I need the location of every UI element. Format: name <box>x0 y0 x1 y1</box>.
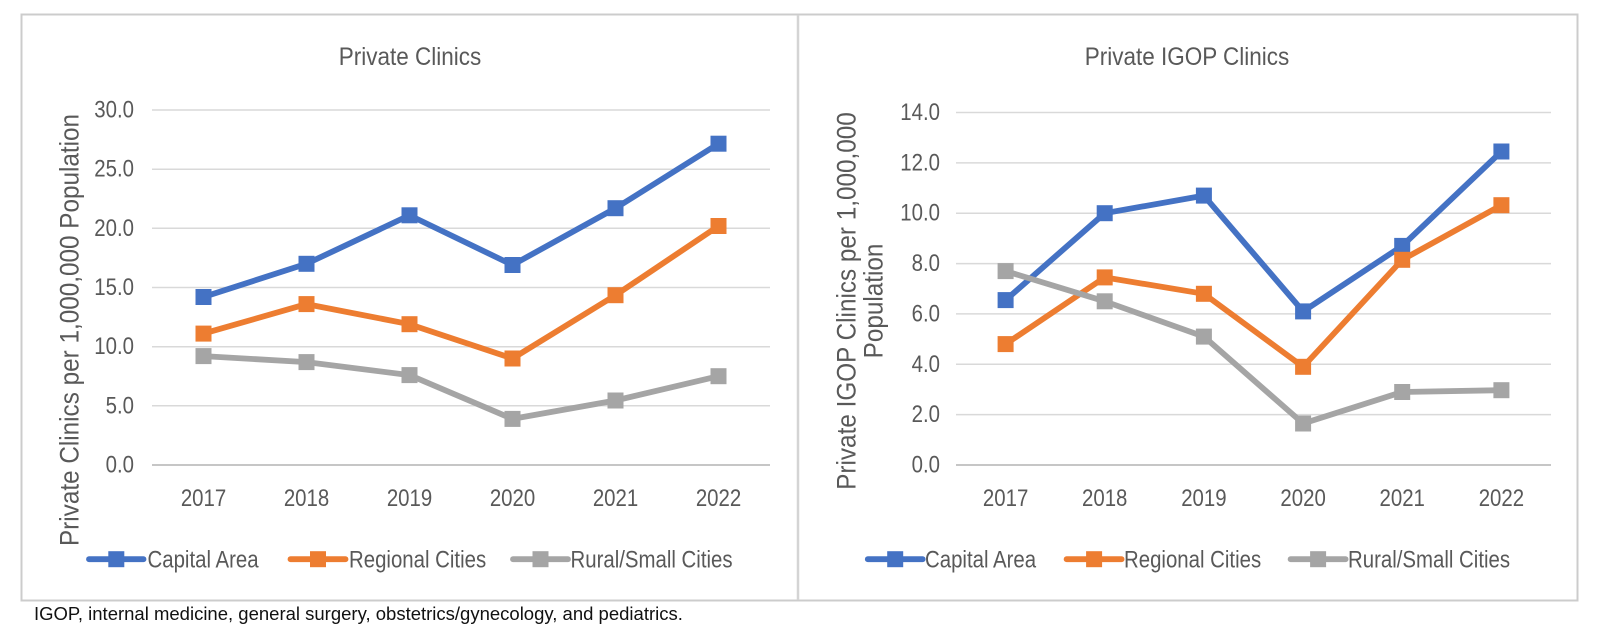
svg-text:8.0: 8.0 <box>912 250 940 277</box>
svg-text:2020: 2020 <box>490 484 535 511</box>
svg-text:30.0: 30.0 <box>94 96 134 123</box>
svg-text:Rural/Small Cities: Rural/Small Cities <box>571 546 733 573</box>
svg-text:10.0: 10.0 <box>94 333 134 360</box>
svg-text:5.0: 5.0 <box>106 392 134 419</box>
svg-text:Capital Area: Capital Area <box>925 546 1037 573</box>
svg-text:Private IGOP Clinics per 1,000: Private IGOP Clinics per 1,000,000 <box>832 112 861 490</box>
svg-text:2017: 2017 <box>181 484 226 511</box>
svg-text:Population: Population <box>859 244 888 359</box>
svg-text:Regional Cities: Regional Cities <box>349 546 486 573</box>
svg-text:6.0: 6.0 <box>912 300 940 327</box>
svg-text:15.0: 15.0 <box>94 273 134 300</box>
svg-text:Regional Cities: Regional Cities <box>1124 546 1261 573</box>
svg-text:14.0: 14.0 <box>900 98 940 125</box>
svg-text:20.0: 20.0 <box>94 214 134 241</box>
svg-text:25.0: 25.0 <box>94 155 134 182</box>
svg-text:2022: 2022 <box>696 484 741 511</box>
svg-text:Private IGOP Clinics: Private IGOP Clinics <box>1085 43 1290 71</box>
svg-text:2022: 2022 <box>1479 484 1524 511</box>
svg-text:0.0: 0.0 <box>912 451 940 478</box>
svg-text:2021: 2021 <box>1380 484 1425 511</box>
svg-text:2020: 2020 <box>1280 484 1325 511</box>
svg-text:2017: 2017 <box>983 484 1028 511</box>
svg-text:IGOP, internal medicine, gener: IGOP, internal medicine, general surgery… <box>34 603 683 624</box>
svg-text:Private Clinics: Private Clinics <box>339 43 482 71</box>
svg-text:Capital Area: Capital Area <box>148 546 260 573</box>
svg-text:Rural/Small Cities: Rural/Small Cities <box>1348 546 1510 573</box>
svg-text:2021: 2021 <box>593 484 638 511</box>
svg-text:10.0: 10.0 <box>900 199 940 226</box>
svg-text:2.0: 2.0 <box>912 401 940 428</box>
svg-text:2018: 2018 <box>1082 484 1127 511</box>
svg-text:2018: 2018 <box>284 484 329 511</box>
svg-text:2019: 2019 <box>387 484 432 511</box>
svg-text:12.0: 12.0 <box>900 149 940 176</box>
svg-text:0.0: 0.0 <box>106 451 134 478</box>
svg-text:2019: 2019 <box>1181 484 1226 511</box>
svg-text:Private Clinics per 1,000,000: Private Clinics per 1,000,000 Population <box>55 114 84 546</box>
svg-text:4.0: 4.0 <box>912 350 940 377</box>
